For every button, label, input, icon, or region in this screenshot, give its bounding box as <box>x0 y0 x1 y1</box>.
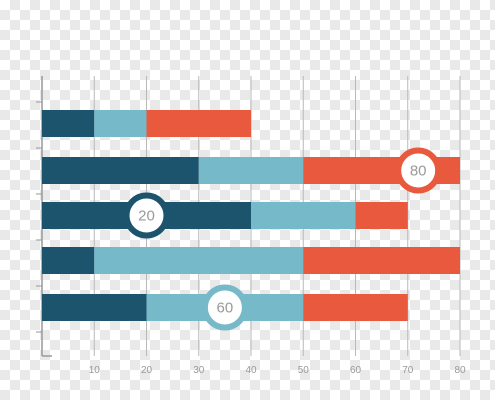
x-tick-label-10: 10 <box>89 365 101 376</box>
bar-row-2-segment-2 <box>198 157 304 184</box>
x-tick-label-80: 80 <box>454 365 466 376</box>
value-badge-label: 20 <box>138 208 155 225</box>
value-badge-80: 80 <box>395 147 442 194</box>
bar-row-5-segment-1 <box>42 294 147 321</box>
x-tick-labels: 10 20 30 40 50 60 70 80 <box>89 365 466 376</box>
value-badge-ring <box>395 147 442 194</box>
value-badges: 80 20 60 <box>123 147 442 331</box>
value-badge-ring <box>123 192 170 239</box>
bar-row-4-segment-3 <box>303 247 460 274</box>
value-badge-60: 60 <box>201 284 248 331</box>
x-tick-label-30: 30 <box>193 365 205 376</box>
bars <box>42 110 460 321</box>
x-tick-label-60: 60 <box>350 365 362 376</box>
value-badge-label: 60 <box>217 300 234 317</box>
bar-row-1-segment-2 <box>94 110 147 137</box>
value-badge-ring <box>201 284 248 331</box>
bar-row-4-segment-2 <box>94 247 304 274</box>
x-tick-label-20: 20 <box>141 365 153 376</box>
value-badge-label: 80 <box>410 163 427 180</box>
bar-row-5-segment-3 <box>303 294 408 321</box>
bar-row-1-segment-3 <box>146 110 251 137</box>
bar-row-3-segment-2 <box>251 202 356 229</box>
x-tick-label-40: 40 <box>245 365 257 376</box>
x-tick-label-70: 70 <box>402 365 414 376</box>
bar-row-4-segment-1 <box>42 247 95 274</box>
bar-row-2-segment-1 <box>42 157 199 184</box>
x-tick-label-50: 50 <box>298 365 310 376</box>
value-badge-20: 20 <box>123 192 170 239</box>
bar-row-3-segment-3 <box>355 202 408 229</box>
bar-row-1-segment-1 <box>42 110 95 137</box>
